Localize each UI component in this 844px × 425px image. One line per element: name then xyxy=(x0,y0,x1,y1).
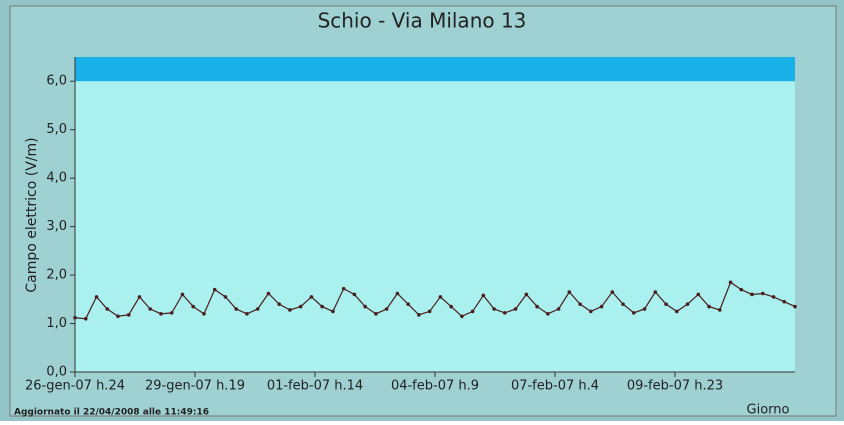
data-point xyxy=(406,302,410,306)
x-tick-label: 01-feb-07 h.14 xyxy=(267,379,363,394)
data-point xyxy=(513,307,518,311)
data-point xyxy=(202,312,206,316)
data-point xyxy=(610,290,615,294)
data-point xyxy=(137,295,142,299)
data-point xyxy=(589,309,593,314)
data-point xyxy=(374,312,378,316)
data-point xyxy=(556,307,561,311)
data-point xyxy=(234,307,238,311)
data-point xyxy=(750,292,754,297)
data-point xyxy=(653,290,658,294)
footer: Aggiornato il 22/04/2008 alle 11:49:16 xyxy=(14,408,209,418)
x-tick-label: 26-gen-07 h.24 xyxy=(25,379,125,394)
data-point xyxy=(73,315,77,320)
data-point xyxy=(266,291,271,296)
data-point xyxy=(524,292,529,297)
data-point xyxy=(105,307,110,311)
data-point xyxy=(696,292,701,297)
data-point xyxy=(298,304,303,309)
data-point xyxy=(116,314,120,319)
data-point xyxy=(717,308,722,312)
y-tick-label: 6,0 xyxy=(46,74,67,89)
data-point xyxy=(771,295,776,299)
data-point xyxy=(417,313,421,317)
data-point xyxy=(309,295,314,299)
data-point xyxy=(632,311,636,315)
data-point xyxy=(384,307,389,311)
data-point xyxy=(245,312,249,316)
data-point xyxy=(546,312,550,316)
data-point xyxy=(481,293,486,298)
y-tick-label: 0,0 xyxy=(46,365,67,380)
plot-area xyxy=(75,57,795,372)
data-point xyxy=(191,304,196,309)
data-point xyxy=(793,304,797,309)
data-point xyxy=(460,314,464,319)
data-point xyxy=(642,307,647,311)
data-point xyxy=(277,302,281,306)
data-point xyxy=(674,309,679,314)
data-point xyxy=(288,308,292,312)
data-point xyxy=(395,291,400,296)
y-tick-label: 5,0 xyxy=(46,122,67,137)
data-point xyxy=(331,309,335,314)
y-tick-label: 4,0 xyxy=(46,171,67,186)
data-point xyxy=(169,311,174,315)
data-point xyxy=(255,307,260,311)
data-point xyxy=(739,287,744,292)
x-tick-label: 29-gen-07 h.19 xyxy=(145,379,245,394)
data-point xyxy=(535,304,539,309)
data-point xyxy=(94,295,99,299)
data-point xyxy=(567,290,572,294)
x-tick-label: 04-feb-07 h.9 xyxy=(391,379,479,394)
x-tick-label: 09-feb-07 h.23 xyxy=(627,379,723,394)
data-point xyxy=(427,309,432,314)
data-point xyxy=(599,304,604,309)
data-point xyxy=(341,286,346,291)
data-point xyxy=(212,287,217,292)
x-axis-label: Giorno xyxy=(747,403,790,418)
chart-title: Schio - Via Milano 13 xyxy=(318,9,527,33)
limit-band xyxy=(75,57,795,82)
data-point xyxy=(159,312,163,316)
y-tick-label: 3,0 xyxy=(46,219,67,234)
data-point xyxy=(449,304,453,309)
data-point xyxy=(621,302,625,306)
data-point xyxy=(320,304,324,309)
data-point xyxy=(180,292,185,297)
data-point xyxy=(707,304,711,309)
y-tick-label: 1,0 xyxy=(46,316,67,331)
data-point xyxy=(352,292,357,297)
y-tick-label: 2,0 xyxy=(46,268,67,283)
data-point xyxy=(664,302,668,306)
data-point xyxy=(503,311,507,315)
data-point xyxy=(438,295,443,299)
data-point xyxy=(148,307,153,311)
data-point xyxy=(223,295,228,299)
y-axis-label: Campo elettrico (V/m) xyxy=(24,137,40,292)
data-point xyxy=(126,313,131,317)
data-point xyxy=(83,316,88,321)
data-point xyxy=(470,309,475,314)
data-point xyxy=(578,302,582,306)
series-line xyxy=(74,281,796,320)
data-point xyxy=(782,299,787,304)
data-point xyxy=(728,280,733,285)
data-point xyxy=(492,307,496,311)
data-point xyxy=(760,291,765,296)
x-tick-label: 07-feb-07 h.4 xyxy=(511,379,599,394)
data-point xyxy=(363,304,367,309)
data-point xyxy=(685,302,690,306)
